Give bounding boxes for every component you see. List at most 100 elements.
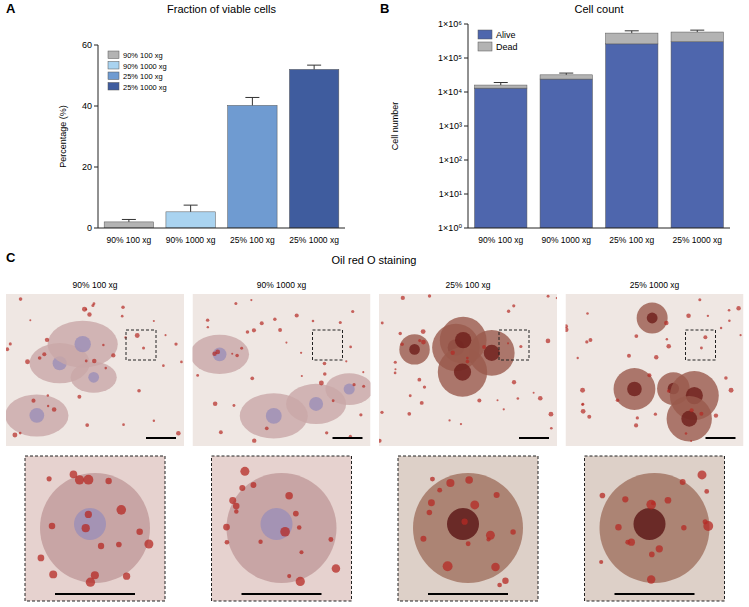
error-bar: [307, 65, 321, 69]
lipid-droplet: [47, 394, 49, 396]
lipid-droplet: [546, 339, 551, 344]
lipid-droplet: [42, 352, 46, 356]
lipid-droplet: [297, 525, 302, 530]
cell: [440, 317, 487, 364]
bar-segment: [540, 75, 592, 79]
lipid-droplet: [512, 380, 516, 384]
y-tick-label: 1×10¹: [439, 189, 462, 199]
lipid-droplet: [728, 309, 731, 312]
lipid-droplet: [260, 321, 264, 325]
lipid-droplet: [29, 319, 31, 321]
lipid-droplet: [349, 346, 352, 349]
inset-box: [126, 330, 156, 360]
lipid-droplet: [116, 542, 122, 548]
lipid-droplet: [332, 564, 341, 573]
lipid-droplet: [423, 385, 426, 388]
legend-label: Dead: [496, 42, 518, 52]
lipid-droplet: [223, 524, 230, 531]
lipid-droplet: [724, 376, 728, 380]
lipid-droplet: [153, 420, 155, 422]
cell: [48, 321, 118, 368]
lipid-droplet: [401, 296, 405, 300]
lipid-droplet: [137, 389, 141, 393]
legend-swatch: [478, 42, 492, 51]
lipid-droplet: [627, 354, 631, 358]
lipid-droplet: [667, 389, 670, 392]
legend: 90% 100 xg90% 1000 xg25% 100 xg25% 1000 …: [108, 51, 167, 92]
error-bar: [122, 219, 136, 221]
lipid-droplet: [686, 313, 691, 318]
lipid-droplet: [510, 529, 515, 534]
lipid-droplet: [550, 427, 553, 430]
lipid-droplet: [503, 408, 505, 410]
error-bar: [690, 30, 704, 32]
lipid-droplet: [86, 578, 95, 587]
error-bar: [494, 83, 508, 86]
y-tick-label: 1×10⁶: [438, 19, 462, 29]
lipid-droplet: [622, 496, 628, 502]
figure: AFraction of viable cellsPercentage (%)0…: [0, 0, 749, 607]
panel-letter: B: [380, 1, 389, 16]
cell: [6, 394, 68, 436]
lipid-droplet: [690, 440, 692, 442]
lipid-droplet: [319, 381, 324, 386]
lipid-droplet: [581, 403, 583, 405]
lipid-droplet: [240, 467, 249, 476]
image-background: [379, 294, 557, 446]
nucleus: [29, 408, 44, 423]
y-tick-label: 0: [87, 223, 92, 233]
lipid-droplet: [225, 540, 230, 545]
lipid-droplet: [512, 304, 515, 307]
nucleus: [484, 345, 500, 361]
lipid-droplet: [164, 334, 166, 336]
lipid-droplet: [84, 475, 94, 485]
lipid-droplet: [582, 403, 585, 406]
lipid-droplet: [116, 505, 126, 515]
cell: [667, 396, 712, 441]
scale-bar: [146, 437, 176, 439]
cell: [193, 335, 250, 374]
lipid-droplet: [123, 573, 130, 580]
lipid-droplet: [507, 342, 509, 344]
lipid-droplet: [740, 334, 742, 336]
lipid-droplet: [394, 372, 397, 375]
lipid-droplet: [497, 583, 502, 588]
y-tick: [464, 92, 468, 93]
scale-bar: [706, 437, 736, 439]
lipid-droplet: [556, 297, 557, 299]
lipid-droplet: [122, 423, 125, 426]
lipid-droplet: [278, 328, 282, 332]
x-axis: [98, 228, 345, 229]
cell: [40, 473, 150, 583]
micrograph: [6, 294, 184, 446]
cell: [240, 393, 308, 438]
lipid-droplet: [240, 347, 243, 350]
marks: [475, 32, 724, 228]
lipid-droplet: [296, 577, 305, 586]
lipid-droplet: [703, 521, 713, 531]
lipid-droplet: [654, 413, 657, 416]
lipid-droplet: [38, 555, 45, 562]
lipid-droplet: [451, 351, 455, 355]
lipid-droplet: [77, 395, 81, 399]
inset-image: [398, 456, 538, 601]
lipid-droplet: [666, 344, 671, 349]
lipid-droplet: [239, 485, 245, 491]
lipid-droplet: [615, 524, 621, 530]
cell: [614, 368, 656, 410]
lipid-droplet: [491, 563, 499, 571]
lipid-droplet: [105, 478, 111, 484]
lipid-droplet: [494, 492, 500, 498]
bar: [166, 212, 215, 228]
lipid-droplet: [325, 431, 328, 434]
lipid-droplet: [85, 511, 92, 518]
y-axis-label: Percentage (%): [58, 105, 68, 168]
x-tick-label: 25% 1000 xg: [672, 235, 722, 245]
lipid-droplet: [417, 378, 421, 382]
y-tick: [94, 45, 98, 46]
legend-label: Alive: [496, 30, 516, 40]
x-tick-label: 90% 100 xg: [478, 235, 523, 245]
lipid-droplet: [647, 575, 655, 583]
lipid-droplet: [144, 540, 153, 549]
lipid-droplet: [6, 347, 9, 351]
